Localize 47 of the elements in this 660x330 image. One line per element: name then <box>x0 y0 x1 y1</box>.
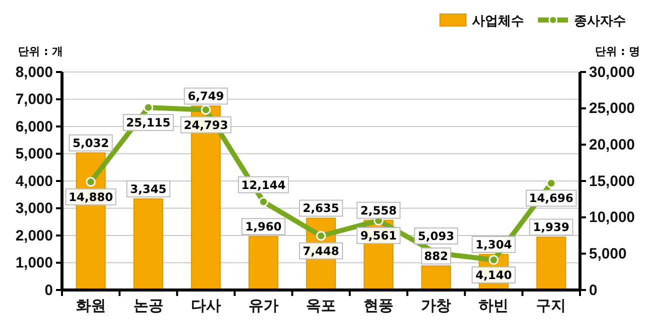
y-tick-label: 8,000 <box>15 64 53 81</box>
data-label: 24,793 <box>184 118 228 132</box>
data-label: 1,960 <box>245 220 282 234</box>
y-tick-label: 0 <box>44 282 53 299</box>
x-tick-label: 논공 <box>133 298 164 315</box>
y-tick-label: 3,000 <box>15 200 53 218</box>
data-label: 3,345 <box>130 182 167 196</box>
data-label: 25,115 <box>126 116 171 130</box>
x-tick-label: 가창 <box>421 298 452 315</box>
x-tick-label: 현풍 <box>364 298 394 315</box>
y2-tick-label: 5,000 <box>589 245 627 262</box>
data-label: 2,558 <box>360 203 397 218</box>
y-tick-label: 7,000 <box>15 91 53 108</box>
data-label: 882 <box>424 248 448 263</box>
data-label: 14,880 <box>68 190 113 204</box>
data-label: 4,140 <box>475 268 512 282</box>
data-label: 2,635 <box>302 201 340 216</box>
data-label: 5,093 <box>418 228 454 243</box>
y-tick-label: 5,000 <box>15 146 53 163</box>
y-axis-title: 단위 : 개 <box>18 45 64 58</box>
y-tick-label: 2,000 <box>15 227 53 244</box>
y-tick-label: 4,000 <box>15 172 53 190</box>
data-label: 7,448 <box>302 244 340 258</box>
y-tick-label: 1,000 <box>15 254 53 272</box>
y2-tick-label: 20,000 <box>589 136 635 154</box>
y2-tick-label: 25,000 <box>589 100 635 118</box>
legend-label: 종사자수 <box>574 14 626 29</box>
data-label: 9,561 <box>360 228 397 243</box>
y-tick-label: 6,000 <box>15 118 53 136</box>
y2-tick-label: 15,000 <box>589 172 635 190</box>
legend-label: 사업체수 <box>472 14 524 29</box>
x-tick-label: 옥포 <box>306 298 336 315</box>
x-tick-label: 유가 <box>248 298 278 315</box>
y2-axis-title: 단위 : 명 <box>594 45 640 58</box>
y2-tick-label: 10,000 <box>589 209 635 226</box>
y2-tick-label: 0 <box>589 282 598 299</box>
data-label: 5,032 <box>72 136 109 150</box>
data-label: 14,696 <box>529 191 574 206</box>
data-label: 1,939 <box>533 220 570 234</box>
y2-tick-label: 30,000 <box>589 64 635 81</box>
data-label: 1,304 <box>475 237 512 252</box>
x-tick-label: 구지 <box>536 298 566 315</box>
x-tick-label: 화원 <box>76 298 106 315</box>
data-label: 6,749 <box>188 89 224 104</box>
data-label: 12,144 <box>241 178 286 192</box>
x-tick-label: 하빈 <box>478 298 509 315</box>
x-tick-label: 다사 <box>190 298 221 315</box>
